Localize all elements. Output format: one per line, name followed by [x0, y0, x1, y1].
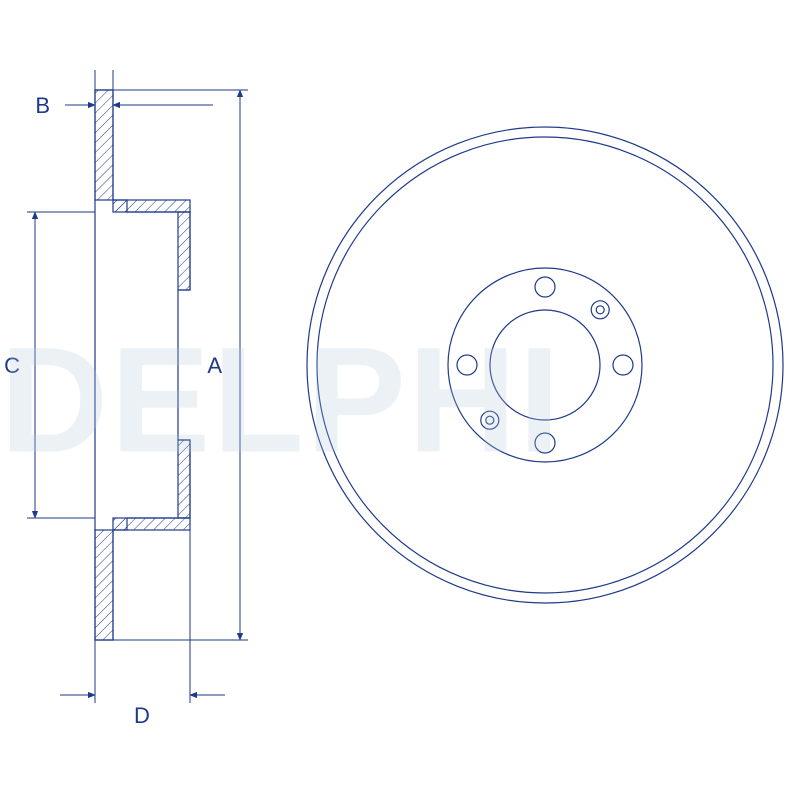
- dimensions: B A C D: [4, 70, 248, 728]
- dim-label-B: B: [35, 93, 50, 118]
- dim-label-A: A: [207, 353, 222, 378]
- diagram-svg: B A C D: [0, 0, 800, 800]
- dim-C: C: [4, 212, 95, 518]
- bolt-hole: [613, 355, 633, 375]
- bolt-hole: [457, 355, 477, 375]
- side-view: [95, 90, 190, 640]
- locating-pin: [481, 411, 499, 429]
- locating-pin: [591, 301, 609, 319]
- front-view: [307, 127, 783, 603]
- dim-label-C: C: [4, 353, 20, 378]
- bolt-hole: [535, 277, 555, 297]
- dim-D: D: [60, 530, 225, 728]
- dim-label-D: D: [134, 703, 150, 728]
- bolt-hole: [535, 433, 555, 453]
- dim-A: A: [113, 90, 248, 640]
- dim-B: B: [35, 70, 213, 118]
